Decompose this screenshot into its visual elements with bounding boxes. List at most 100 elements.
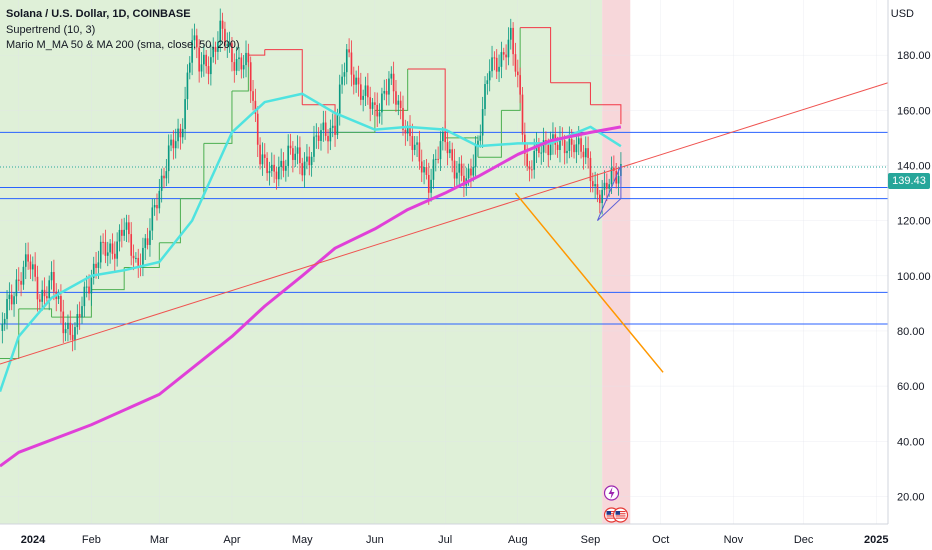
candle-body [90, 277, 93, 294]
candle-body [118, 229, 121, 242]
candle-body [587, 148, 589, 158]
candle-body [409, 125, 411, 137]
chart-background [0, 0, 631, 524]
candle-body [128, 222, 130, 235]
candle-body [203, 54, 205, 65]
supertrend-segment [520, 27, 552, 83]
candle-body [460, 163, 463, 176]
candle-body [132, 255, 135, 259]
candle-body [165, 171, 168, 179]
candle-body [406, 125, 409, 134]
flag-stripe [615, 513, 626, 515]
candle-body [212, 46, 215, 58]
candle-body [502, 52, 505, 55]
candle-body [434, 158, 437, 160]
horizontal-levels[interactable] [0, 131, 888, 325]
candle-body [345, 49, 348, 73]
candle-body [240, 57, 243, 70]
candle-body [296, 147, 299, 154]
y-tick-label: 120.00 [897, 216, 931, 228]
candle-body [584, 148, 587, 158]
candle-body [71, 334, 74, 340]
drawings[interactable] [0, 82, 889, 373]
candle-body [41, 289, 43, 302]
y-tick-label: 80.00 [897, 326, 925, 338]
candle-body [301, 163, 304, 176]
candle-body [310, 156, 313, 166]
candle-body [280, 160, 282, 168]
candle-body [315, 135, 318, 137]
flag-stripe [615, 511, 626, 513]
candle-body [392, 73, 395, 92]
candle-body [514, 54, 517, 72]
projection-line [514, 192, 664, 373]
ascending-trendline [0, 82, 889, 365]
candle-body [472, 166, 475, 176]
candle-body [177, 128, 179, 142]
candle-body [3, 318, 6, 324]
candle-body [376, 104, 379, 117]
y-tick-label: 20.00 [897, 491, 925, 503]
candle-body [397, 100, 400, 105]
symbol-title[interactable]: Solana / U.S. Dollar, 1D, COINBASE [6, 8, 191, 20]
x-tick-label: Feb [82, 534, 101, 546]
candle-body [360, 84, 362, 100]
candle-body [416, 142, 418, 145]
x-tick-label: May [292, 534, 313, 546]
candle-body [226, 44, 229, 46]
x-tick-label: Dec [794, 534, 814, 546]
candle-body [275, 171, 278, 180]
candle-body [570, 138, 573, 145]
candle-body [603, 182, 606, 190]
candle-body [362, 95, 364, 100]
indicator-moving-averages[interactable]: Mario M_MA 50 & MA 200 (sma, close, 50, … [6, 39, 240, 51]
candle-body [322, 122, 325, 131]
candle-body [432, 159, 435, 180]
supertrend-segment [248, 49, 266, 56]
candle-body [113, 253, 116, 259]
candle-body [263, 154, 266, 158]
candle-body [547, 144, 550, 156]
candle-body [308, 156, 311, 166]
candle-body [210, 57, 212, 75]
candle-body [577, 138, 580, 145]
candle-body [254, 100, 257, 114]
candle-body [420, 161, 423, 173]
candle-body [78, 314, 81, 318]
candle-body [256, 113, 259, 145]
candle-body [22, 266, 25, 285]
candle-body [106, 252, 109, 256]
candle-body [249, 62, 252, 92]
indicator-supertrend[interactable]: Supertrend (10, 3) [6, 23, 96, 36]
candle-body [449, 149, 451, 154]
candle-body [580, 138, 582, 152]
moving-averages [0, 92, 622, 468]
currency-label[interactable]: USD [890, 8, 914, 20]
candle-body [191, 40, 193, 63]
candle-body [273, 164, 275, 172]
candle-body [540, 152, 543, 154]
candle-body [135, 257, 137, 259]
candle-body [378, 112, 381, 117]
candle-body [388, 78, 390, 95]
ma200-line [0, 125, 622, 468]
candle-body [474, 145, 477, 167]
candle-body [341, 76, 343, 85]
supertrend-segment [91, 267, 125, 291]
flag-stripe [615, 517, 626, 519]
candle-body [331, 125, 334, 128]
candle-body [15, 279, 18, 297]
event-icons[interactable] [603, 485, 629, 523]
candle-body [156, 205, 158, 209]
candle-body [500, 52, 503, 67]
candle-body [608, 184, 611, 189]
candle-body [573, 144, 575, 153]
candle-body [235, 59, 238, 71]
candle-body [67, 322, 69, 330]
y-tick-label: 180.00 [897, 50, 931, 62]
candle-body [252, 91, 254, 101]
candle-body [383, 90, 386, 94]
candle-body [381, 93, 383, 113]
candle-body [338, 84, 341, 114]
